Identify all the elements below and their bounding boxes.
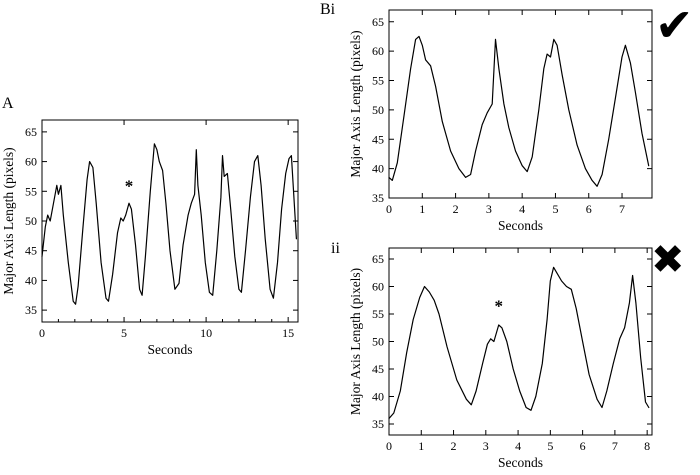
svg-text:Major Axis Length (pixels): Major Axis Length (pixels) [348,268,363,415]
svg-text:60: 60 [372,44,384,58]
svg-text:55: 55 [25,184,37,198]
svg-text:65: 65 [372,252,384,266]
panel-a-label: A [2,95,14,112]
svg-text:4: 4 [515,439,521,453]
svg-text:5: 5 [547,439,553,453]
svg-text:0: 0 [386,439,392,453]
svg-text:40: 40 [25,273,37,287]
panel-ii-label: ii [331,240,340,257]
svg-text:50: 50 [372,335,384,349]
svg-text:45: 45 [372,362,384,376]
svg-text:Seconds: Seconds [498,455,543,470]
svg-text:Major Axis Length (pixels): Major Axis Length (pixels) [348,30,363,177]
svg-text:2: 2 [453,202,459,216]
svg-text:10: 10 [200,326,212,340]
svg-text:35: 35 [372,191,384,205]
svg-text:45: 45 [25,244,37,258]
svg-text:15: 15 [282,326,294,340]
svg-text:*: * [125,176,134,195]
svg-text:35: 35 [25,303,37,317]
svg-text:Major Axis Length (pixels): Major Axis Length (pixels) [1,147,16,294]
svg-text:6: 6 [586,202,592,216]
svg-text:2: 2 [451,439,457,453]
svg-text:8: 8 [644,439,650,453]
svg-text:40: 40 [372,162,384,176]
svg-text:0: 0 [39,326,45,340]
svg-text:65: 65 [372,15,384,29]
svg-text:7: 7 [612,439,618,453]
svg-text:55: 55 [372,74,384,88]
svg-text:50: 50 [25,214,37,228]
svg-text:1: 1 [418,439,424,453]
panel-bi-label: Bi [320,1,336,18]
chart-a: 0 5 10 15 35 40 45 50 55 60 65 Seconds Major Axis Le… [1,119,299,357]
svg-text:3: 3 [483,439,489,453]
svg-text:*: * [494,296,503,315]
svg-text:4: 4 [519,202,525,216]
svg-text:3: 3 [486,202,492,216]
svg-text:5: 5 [552,202,558,216]
check-icon: ✔ [655,0,694,52]
svg-text:50: 50 [372,103,384,117]
svg-text:1: 1 [419,202,425,216]
svg-text:Seconds: Seconds [148,342,193,357]
svg-text:Seconds: Seconds [498,218,543,233]
svg-text:55: 55 [372,307,384,321]
svg-text:5: 5 [121,326,127,340]
svg-text:60: 60 [25,155,37,169]
svg-text:40: 40 [372,390,384,404]
svg-text:45: 45 [372,132,384,146]
svg-text:0: 0 [386,202,392,216]
svg-text:7: 7 [619,202,625,216]
svg-text:6: 6 [580,439,586,453]
svg-text:35: 35 [372,417,384,431]
svg-text:60: 60 [372,280,384,294]
cross-icon: ✖ [651,237,685,283]
svg-text:65: 65 [25,125,37,139]
